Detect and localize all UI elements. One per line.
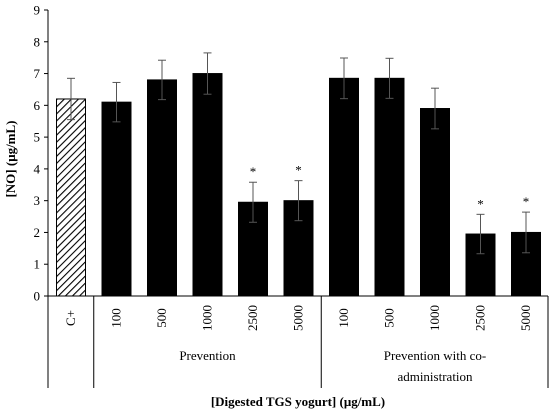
bar [147,79,177,297]
x-tick-label: 1000 [200,305,215,331]
y-tick-label: 7 [34,66,41,81]
significance-marker: * [295,163,302,178]
x-tick-label: 2500 [473,305,488,331]
significance-marker: * [477,196,484,211]
y-tick-label: 4 [34,161,41,176]
y-tick-label: 0 [34,289,41,304]
group-label: Prevention with co- [384,348,487,363]
bar [192,73,223,297]
y-axis-label: [NO] (μg/mL) [3,120,18,197]
x-axis-label: [Digested TGS yogurt] (μg/mL) [211,394,385,409]
x-tick-label: 100 [336,308,351,328]
y-tick-label: 3 [34,193,41,208]
y-tick-label: 9 [34,3,41,18]
x-tick-label: 1000 [427,305,442,331]
significance-marker: * [250,164,257,179]
bar [511,231,541,297]
group-label: Prevention [179,348,236,363]
y-tick-label: 2 [34,225,41,240]
x-tick-label: 100 [109,308,124,328]
y-tick-label: 8 [34,34,41,49]
y-tick-label: 6 [34,98,41,113]
y-tick-label: 1 [34,257,41,272]
bar [374,77,405,297]
bar [329,77,359,297]
x-tick-label: 5000 [518,305,533,331]
y-tick-label: 5 [34,130,41,145]
bar [56,98,86,297]
group-label: administration [397,369,473,384]
significance-marker: * [523,194,530,209]
plot-area: 0 1 2 3 4 5 6 7 8 9 * * * * C+ 100 500 1000 2500 5000 100 500… [34,3,549,388]
x-tick-label: 5000 [291,305,306,331]
bar [101,101,132,297]
x-tick-label: 500 [382,308,397,328]
x-tick-label: C+ [63,310,78,326]
bar [420,108,450,297]
x-tick-label: 500 [154,308,169,328]
x-tick-label: 2500 [245,305,260,331]
